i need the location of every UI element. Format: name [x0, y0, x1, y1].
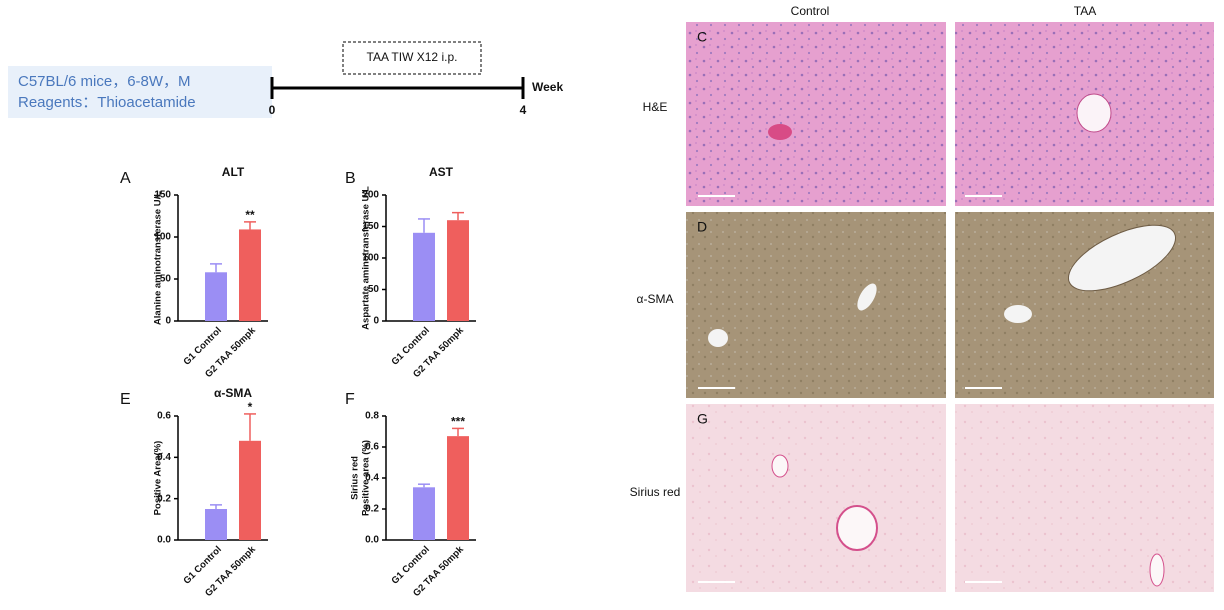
info-box	[8, 66, 272, 118]
micrograph	[686, 212, 946, 398]
info-line: C57BL/6 mice，6-8W，M	[18, 73, 191, 90]
panel-letter: B	[345, 170, 356, 187]
row-label: Sirius red	[630, 485, 681, 499]
y-tick-label: 0.0	[365, 535, 379, 546]
timeline-label: 0	[269, 103, 276, 117]
panel-letter: E	[120, 391, 131, 408]
column-label: TAA	[1074, 4, 1096, 18]
y-tick-label: 100	[154, 232, 171, 243]
panel-letter: A	[120, 170, 131, 187]
vessel	[1004, 305, 1032, 323]
vessel	[836, 505, 878, 551]
vessel	[771, 454, 789, 478]
y-tick-label: 100	[362, 253, 379, 264]
column-label: Control	[791, 4, 830, 18]
bar	[447, 436, 469, 540]
y-tick-label: 200	[362, 190, 379, 201]
y-tick-label: 50	[368, 284, 380, 295]
row-label: H&E	[643, 100, 668, 114]
y-axis-label: Positive Area(%)	[153, 441, 164, 516]
chart-title: α-SMA	[214, 386, 252, 400]
chart-title: ALT	[222, 165, 245, 179]
chart: A ALT Alanine aminotransferase U/L 0 50 100 15…	[120, 165, 268, 380]
y-axis-label: Positive area (%)	[361, 440, 372, 516]
panel-letter: D	[697, 219, 707, 235]
y-tick-label: 50	[160, 274, 172, 285]
timeline-label: 4	[520, 103, 527, 117]
y-tick-label: 0.0	[157, 535, 171, 546]
row-label: α-SMA	[637, 292, 674, 306]
y-tick-label: 0.4	[157, 452, 171, 463]
panel-letter: F	[345, 391, 355, 408]
significance: ***	[451, 415, 465, 429]
y-tick-label: 150	[362, 221, 379, 232]
y-tick-label: 0	[165, 316, 171, 327]
panel-letter: C	[697, 29, 707, 45]
y-tick-label: 0.6	[365, 442, 379, 453]
y-tick-label: 0.8	[365, 411, 379, 422]
y-axis-label: Sirius red	[350, 456, 361, 500]
timeline-unit: Week	[532, 80, 563, 94]
micrograph	[686, 404, 946, 592]
y-axis-label: Alanine aminotransferase U/L	[153, 191, 164, 325]
bar	[413, 232, 435, 321]
histology: Control TAA C D G H&E α-SMA Sirius red	[630, 4, 1214, 592]
bar	[447, 220, 469, 321]
bar	[239, 440, 261, 540]
bar	[205, 509, 227, 540]
bar	[239, 229, 261, 321]
chart: B AST Aspartate aminotransferase U/L 0 50 100…	[345, 165, 476, 380]
significance: *	[248, 400, 253, 414]
vessel	[857, 283, 877, 311]
y-tick-label: 0.2	[365, 504, 379, 515]
vessel	[768, 124, 792, 140]
chart-title: AST	[429, 165, 454, 179]
vessel	[708, 329, 728, 347]
treatment: TAA TIW X12 i.p.	[367, 50, 458, 64]
y-tick-label: 0.4	[365, 473, 379, 484]
y-tick-label: 0.6	[157, 411, 171, 422]
bar	[413, 487, 435, 540]
panel-letter: G	[697, 411, 708, 427]
chart: F Sirius red Positive area (%) 0.0 0.2 0.4 0.6…	[345, 391, 476, 599]
y-axis-label: Aspartate aminotransferase U/L	[361, 186, 372, 330]
bar	[205, 272, 227, 321]
y-tick-label: 0.2	[157, 493, 171, 504]
vessel	[1076, 93, 1112, 133]
micrograph	[686, 22, 946, 206]
study-design: C57BL/6 mice，6-8W，M Reagents：Thioacetami…	[8, 41, 563, 118]
vessel	[1149, 553, 1165, 587]
micrograph	[955, 404, 1214, 592]
y-tick-label: 0	[373, 316, 379, 327]
vessel	[1067, 224, 1177, 292]
info-line: Reagents：Thioacetamide	[18, 94, 196, 111]
significance: **	[245, 208, 255, 222]
y-tick-label: 150	[154, 190, 171, 201]
